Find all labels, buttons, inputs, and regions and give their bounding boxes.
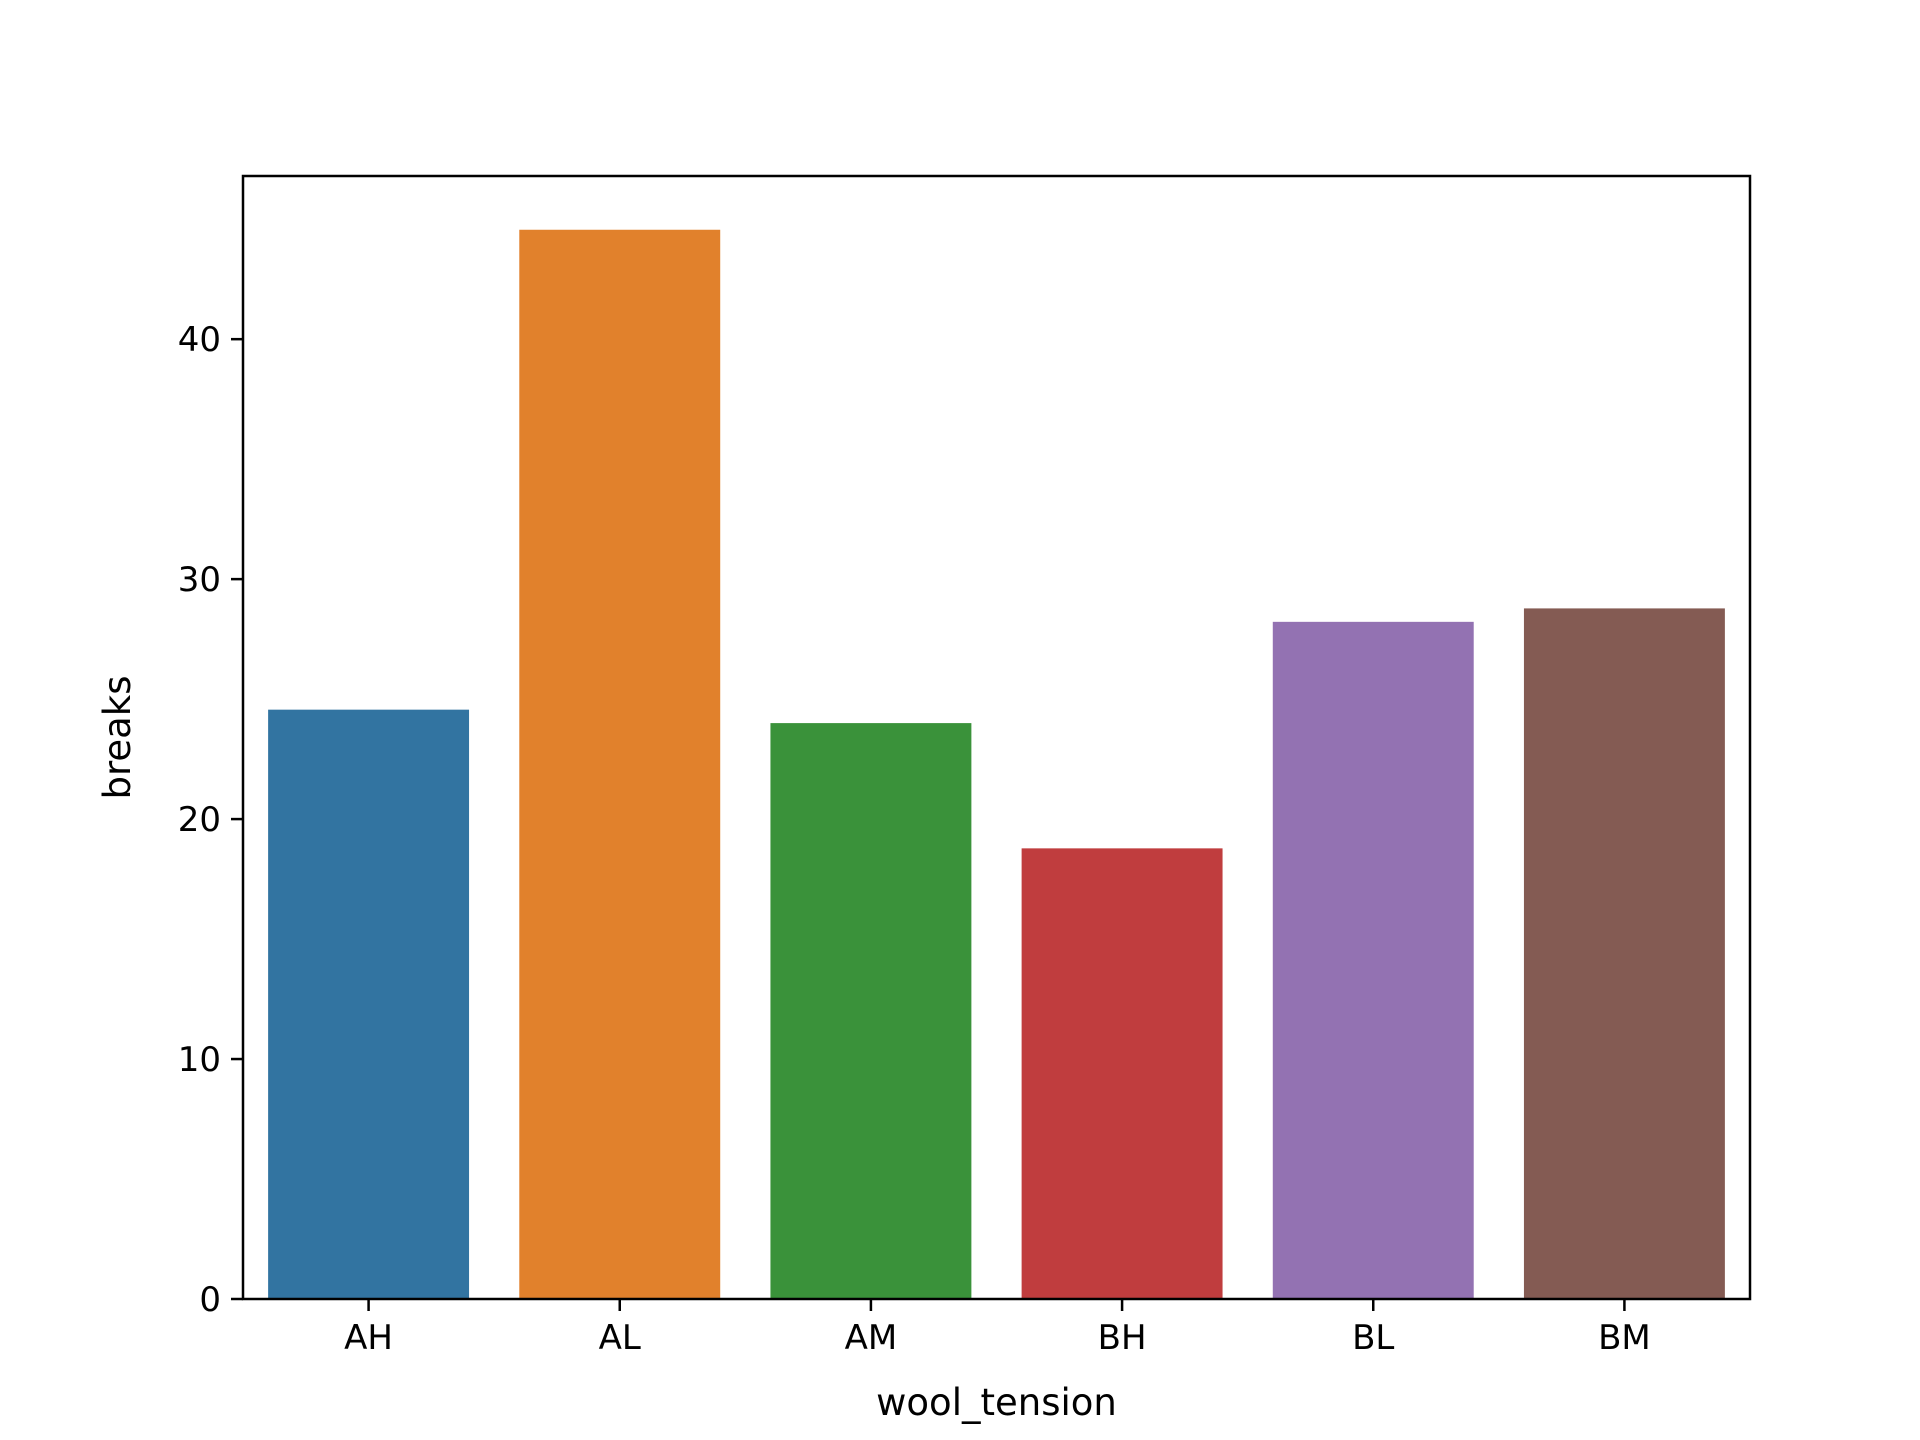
bars-layer xyxy=(268,229,1725,1299)
bar-bl xyxy=(1272,621,1474,1299)
bar-ah xyxy=(268,709,470,1299)
x-tick-label: BH xyxy=(1098,1318,1147,1358)
x-axis-ticks: AH AL AM BH BL BM xyxy=(344,1299,1651,1358)
y-axis-label: breaks xyxy=(96,675,139,799)
x-tick-label: AH xyxy=(344,1318,393,1358)
y-tick-label: 0 xyxy=(199,1280,221,1320)
bar-al xyxy=(519,229,721,1299)
y-tick-label: 30 xyxy=(178,560,221,600)
y-axis-ticks: 0 10 20 30 40 xyxy=(178,320,243,1320)
y-tick-label: 10 xyxy=(178,1040,221,1080)
x-tick-label: AM xyxy=(845,1318,898,1358)
x-tick-label: BM xyxy=(1598,1318,1651,1358)
x-tick-label: AL xyxy=(599,1318,641,1358)
bar-am xyxy=(770,723,972,1299)
x-tick-label: BL xyxy=(1352,1318,1394,1358)
y-tick-label: 20 xyxy=(178,800,221,840)
x-axis-label: wool_tension xyxy=(876,1381,1117,1424)
bar-bm xyxy=(1523,608,1725,1299)
plot-frame xyxy=(241,174,1752,1301)
y-tick-label: 40 xyxy=(178,320,221,360)
bar-bh xyxy=(1021,848,1223,1299)
